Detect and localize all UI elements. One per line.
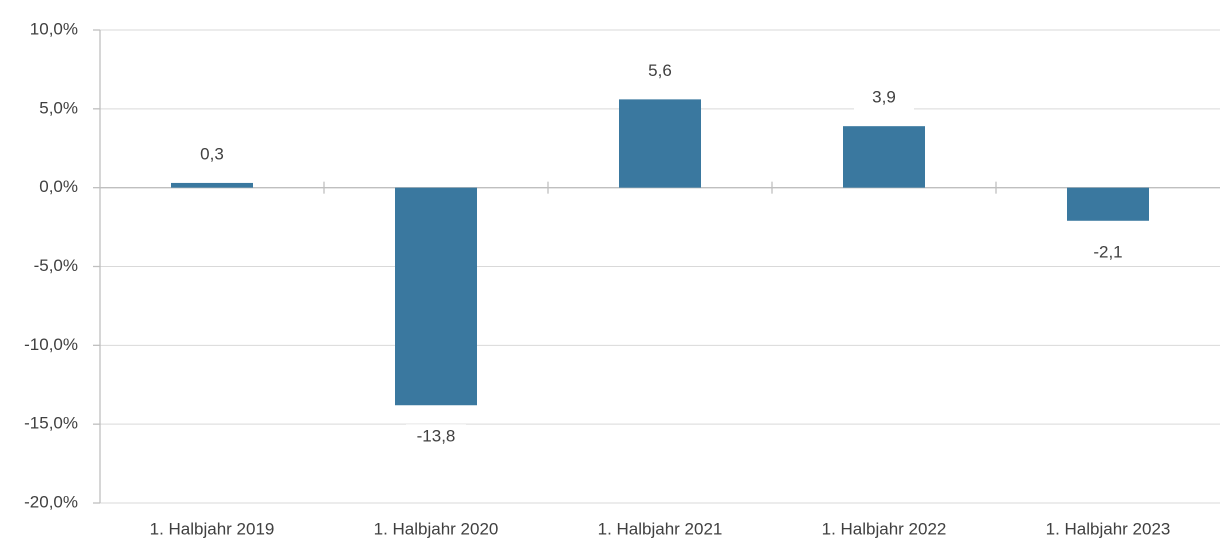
label-bg bbox=[182, 141, 242, 168]
x-tick-label: 1. Halbjahr 2021 bbox=[598, 519, 723, 538]
x-tick-label: 1. Halbjahr 2023 bbox=[1046, 519, 1171, 538]
bar bbox=[1067, 187, 1149, 221]
y-tick-label: 0,0% bbox=[39, 177, 78, 196]
x-tick-label: 1. Halbjahr 2020 bbox=[374, 519, 499, 538]
y-tick-label: -10,0% bbox=[24, 335, 78, 354]
value-label: 0,3 bbox=[200, 144, 224, 163]
x-tick-label: 1. Halbjahr 2022 bbox=[822, 519, 947, 538]
y-tick-label: 5,0% bbox=[39, 98, 78, 117]
y-tick-label: -5,0% bbox=[34, 256, 78, 275]
y-tick-label: -15,0% bbox=[24, 414, 78, 433]
value-label: -2,1 bbox=[1093, 242, 1122, 261]
value-label: -13,8 bbox=[417, 427, 456, 446]
value-label: 5,6 bbox=[648, 61, 672, 80]
label-bg bbox=[1078, 239, 1138, 266]
label-bg bbox=[630, 58, 690, 85]
bar bbox=[843, 126, 925, 188]
label-bg bbox=[406, 424, 466, 451]
bar bbox=[395, 187, 477, 406]
bar bbox=[619, 99, 701, 188]
y-tick-label: -20,0% bbox=[24, 492, 78, 511]
value-label: 3,9 bbox=[872, 88, 896, 107]
x-tick-label: 1. Halbjahr 2019 bbox=[150, 519, 275, 538]
y-tick-label: 10,0% bbox=[30, 19, 78, 38]
label-bg bbox=[854, 85, 914, 112]
bar bbox=[171, 182, 253, 188]
